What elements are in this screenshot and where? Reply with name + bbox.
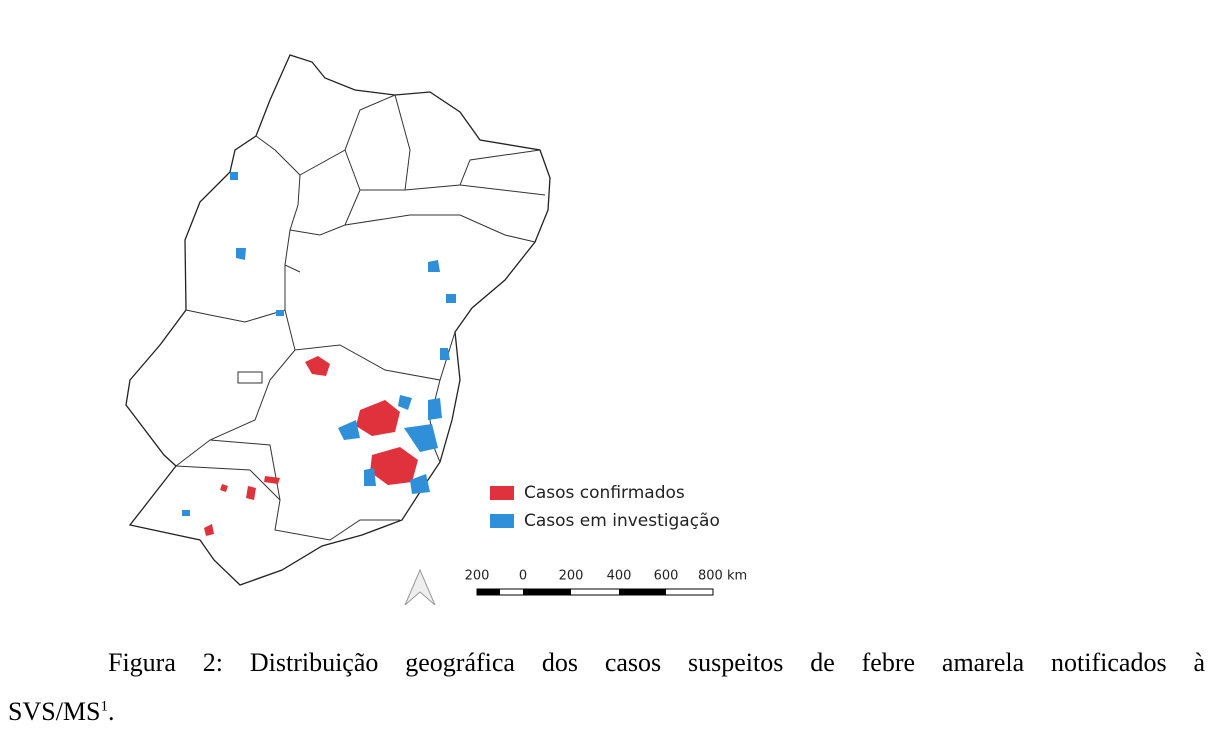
legend-swatch (490, 514, 514, 528)
north-arrow (404, 568, 436, 606)
scale-label: 400 (607, 569, 632, 584)
scale-label: 0 (519, 569, 527, 584)
legend-swatch (490, 486, 514, 500)
investigated-cases (182, 172, 456, 516)
caption-end: . (108, 697, 115, 726)
footnote-mark: 1 (100, 698, 109, 715)
scale-label: 600 (654, 569, 679, 584)
caption-text: SVS/MS (8, 697, 101, 726)
region-outline (125, 54, 551, 586)
scale-label: 800 km (698, 569, 747, 584)
caption-line: Figura 2: Distribuição geográfica dos ca… (108, 648, 1205, 678)
scale-bar (476, 588, 714, 596)
scale-label: 200 (465, 569, 490, 584)
scale-label: 200 (559, 569, 584, 584)
legend-label: Casos em investigação (524, 511, 720, 531)
confirmed-cases (204, 356, 418, 536)
caption-text: Figura 2: Distribuição geográfica dos ca… (108, 648, 1205, 677)
map-figure: Casos confirmados Casos em investigação 20… (125, 54, 747, 606)
caption-line: SVS/MS1. (8, 697, 115, 727)
legend-label: Casos confirmados (524, 483, 685, 503)
